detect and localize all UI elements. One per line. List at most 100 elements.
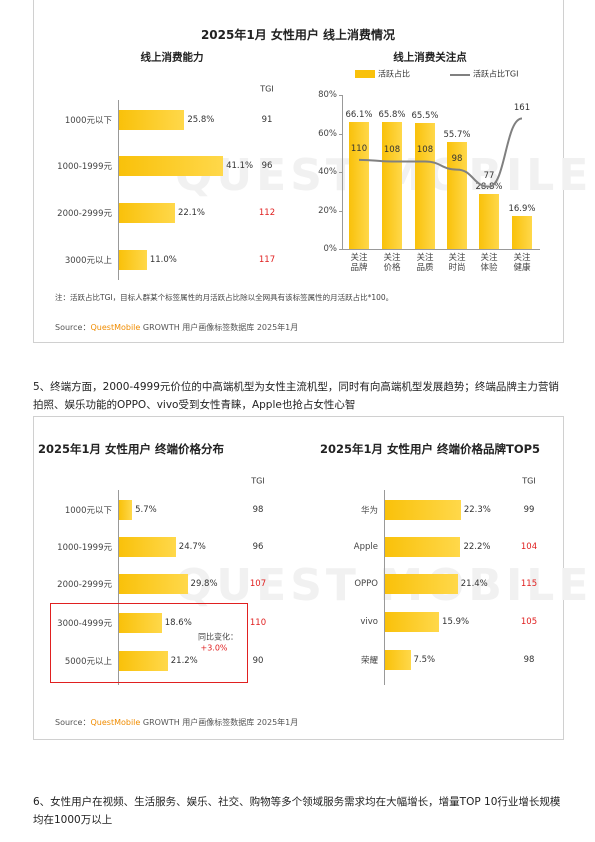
category-label: 2000-2999元 <box>57 580 112 590</box>
value-label: 15.9% <box>442 617 470 627</box>
watermark: QUEST MOBILE <box>175 560 593 611</box>
value-label: 55.7% <box>443 129 471 140</box>
value-label: 18.6% <box>164 618 192 628</box>
tgi-header: TGI <box>260 84 274 94</box>
bar <box>385 612 440 632</box>
bar <box>119 651 168 671</box>
line-value-label: 77 <box>483 170 495 181</box>
figure-title: 2025年1月 女性用户 线上消费情况 <box>200 28 396 42</box>
category-label: 关注体验 <box>480 253 498 273</box>
tgi-value: 96 <box>261 161 273 171</box>
category-label: Apple <box>353 542 378 552</box>
bar <box>349 121 369 249</box>
category-label: 5000元以上 <box>64 657 112 667</box>
bar <box>385 500 461 520</box>
axis-line <box>342 95 343 249</box>
y-tick-label: 60% <box>318 128 337 139</box>
annotation-label: 同比变化： <box>198 632 238 642</box>
value-label: 11.0% <box>149 255 177 265</box>
source-text: GROWTH 用户画像标签数据库 2025年1月 <box>142 323 299 332</box>
highlight-box <box>50 603 248 683</box>
bar <box>385 650 411 670</box>
line-value-label: 110 <box>350 143 368 154</box>
tgi-value: 96 <box>252 542 264 552</box>
bar <box>119 613 162 633</box>
value-label: 24.7% <box>178 542 206 552</box>
legend-swatch <box>450 74 470 76</box>
axis-line <box>118 490 119 685</box>
category-label: 1000元以下 <box>64 506 112 516</box>
annotation-text: +3.0% <box>200 643 228 653</box>
bar <box>385 574 458 594</box>
source: Source：QuestMobile GROWTH 用户画像标签数据库 2025… <box>55 322 298 333</box>
tgi-value: 90 <box>252 656 264 666</box>
bar <box>119 156 224 176</box>
legend-swatch <box>355 70 375 78</box>
tgi-value: 91 <box>261 115 273 125</box>
axis-line <box>384 490 385 685</box>
y-tick-label: 20% <box>318 205 337 216</box>
source-text: GROWTH 用户画像标签数据库 2025年1月 <box>142 718 299 727</box>
tgi-value: 99 <box>523 505 535 515</box>
value-label: 65.8% <box>378 110 406 121</box>
category-label: 关注时尚 <box>448 253 466 273</box>
tick-mark <box>339 95 342 96</box>
bar <box>415 122 435 249</box>
legend-label: 活跃占比TGI <box>473 69 519 79</box>
tick-mark <box>339 172 342 173</box>
bar <box>119 110 185 130</box>
bar <box>119 500 133 520</box>
bar <box>119 537 176 557</box>
tgi-header: TGI <box>522 476 536 486</box>
note: 注：活跃占比TGI，目标人群某个标签属性的月活跃占比除以全网具有该标签属性的月活… <box>55 293 394 302</box>
y-tick-label: 80% <box>318 90 337 100</box>
value-label: 5.7% <box>135 505 157 515</box>
category-label: 3000元以上 <box>64 256 112 266</box>
tgi-value: 107 <box>249 579 267 589</box>
y-tick-label: 0% <box>323 244 338 254</box>
chart-title: 2025年1月 女性用户 终端价格分布 <box>37 442 225 456</box>
source-brand: QuestMobile <box>90 323 141 332</box>
tgi-value: 117 <box>258 255 276 265</box>
bar <box>385 537 461 557</box>
bar <box>382 122 402 249</box>
tgi-value: 105 <box>520 617 538 627</box>
tgi-value: 98 <box>252 505 264 515</box>
value-label: 65.5% <box>411 110 439 121</box>
value-label: 22.3% <box>463 505 491 515</box>
source-brand: QuestMobile <box>90 718 141 727</box>
value-label: 16.9% <box>508 204 536 215</box>
tick-mark <box>339 210 342 212</box>
source: Source：QuestMobile GROWTH 用户画像标签数据库 2025… <box>55 717 298 728</box>
source-label: Source： <box>55 323 91 332</box>
bar <box>119 250 147 270</box>
category-label: 1000-1999元 <box>57 543 112 553</box>
line-value-label: 108 <box>416 145 434 156</box>
category-label: 关注价格 <box>383 253 401 273</box>
category-label: 关注健康 <box>513 253 531 273</box>
category-label: 华为 <box>360 506 378 516</box>
line-value-label: 161 <box>513 102 531 113</box>
category-label: 关注品牌 <box>350 253 368 273</box>
category-label: 1000-1999元 <box>57 162 112 172</box>
value-label: 21.4% <box>460 579 488 589</box>
y-tick-label: 40% <box>318 167 337 177</box>
category-label: 2000-2999元 <box>57 209 112 219</box>
paragraph: 6、女性用户在视频、生活服务、娱乐、社交、购物等多个领域服务需求均在大幅增长，增… <box>33 796 561 826</box>
chart-title: 线上消费能力 <box>140 51 204 64</box>
tgi-value: 104 <box>520 542 538 552</box>
legend-label: 活跃占比 <box>378 69 410 79</box>
chart-title: 线上消费关注点 <box>393 51 467 64</box>
tgi-value: 98 <box>523 655 535 665</box>
value-label: 7.5% <box>413 655 436 665</box>
category-label: vivo <box>360 617 378 627</box>
value-label: 41.1% <box>226 161 254 171</box>
category-label: 3000-4999元 <box>57 619 112 629</box>
line-value-label: 98 <box>451 153 463 164</box>
source-label: Source： <box>55 718 91 727</box>
value-label: 22.2% <box>463 542 491 552</box>
bar <box>119 203 175 223</box>
value-label: 25.8% <box>187 115 215 125</box>
value-label: 66.1% <box>345 109 373 120</box>
